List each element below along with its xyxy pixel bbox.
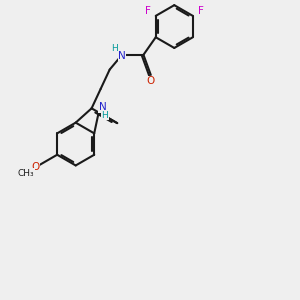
Text: N: N [99,102,106,112]
Text: O: O [31,162,39,172]
Text: CH₃: CH₃ [18,169,34,178]
Text: F: F [198,6,203,16]
Text: O: O [147,76,155,86]
Text: H: H [111,44,118,53]
Text: F: F [145,6,151,16]
Text: H: H [101,111,108,120]
Text: N: N [118,51,126,61]
